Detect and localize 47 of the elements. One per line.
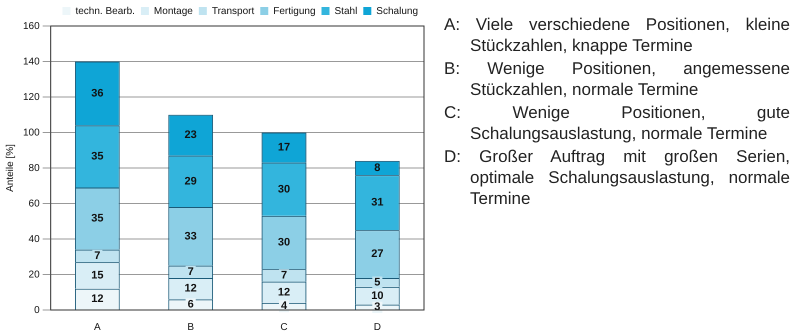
legend-label: Montage [154,6,194,17]
data-label: 35 [91,212,104,225]
data-label: 29 [184,175,197,188]
legend-label: Transport [212,6,254,17]
legend-label: techn. Bearb. [75,6,135,17]
data-label: 8 [374,162,380,174]
text: B: Wenige Positionen, angemessene Stückzahlen, normale Termine [444,58,790,100]
y-tick-label: 140 [22,56,40,68]
data-label: 7 [280,269,288,282]
data-label: 30 [278,183,290,196]
data-label: 27 [371,248,384,260]
x-tick-label: D [374,322,381,333]
legend-label: Schalung [376,6,418,17]
y-tick-label: 120 [22,92,40,103]
data-label: 7 [94,250,100,262]
data-label: 6 [188,298,194,310]
data-label: 12 [91,293,104,306]
data-label: 15 [91,269,104,282]
data-label: 5 [374,276,380,289]
legend-label: Stahl [334,6,358,17]
x-tick-label: C [280,322,288,333]
data-label: 10 [371,290,384,302]
data-label: 7 [188,266,194,278]
data-label: 23 [184,129,197,142]
y-tick-label: 0 [34,304,40,316]
data-label: 12 [278,286,290,298]
y-tick-label: 80 [28,162,40,174]
y-tick-label: 100 [22,127,40,138]
text: D: Großer Auftrag mit großen Serien, optimale Schalungsauslastung, normale Termine [444,146,790,209]
y-tick-label: 60 [28,198,40,210]
x-tick-label: A [94,322,102,333]
y-axis-title: Anteile [%] [4,144,16,192]
y-tick-label: 160 [22,20,40,32]
data-label: 17 [278,142,290,154]
y-tick-label: 20 [28,269,40,280]
data-label: 12 [184,282,197,295]
y-tick-label: 40 [28,234,40,245]
x-tick-label: B [187,322,194,333]
data-label: 35 [91,150,104,162]
data-label: 31 [371,196,384,209]
text: C: Wenige Positionen, gute Schalungsauslastung, normale Termine [444,102,790,144]
data-label: 33 [184,230,197,242]
text: A: Viele verschiedene Positionen, kleine Stückzahlen, knappe Termine [444,14,790,56]
data-label: 36 [91,87,104,100]
legend-label: Fertigung [273,6,316,17]
data-label: 4 [280,300,288,312]
data-label: 30 [278,236,290,249]
